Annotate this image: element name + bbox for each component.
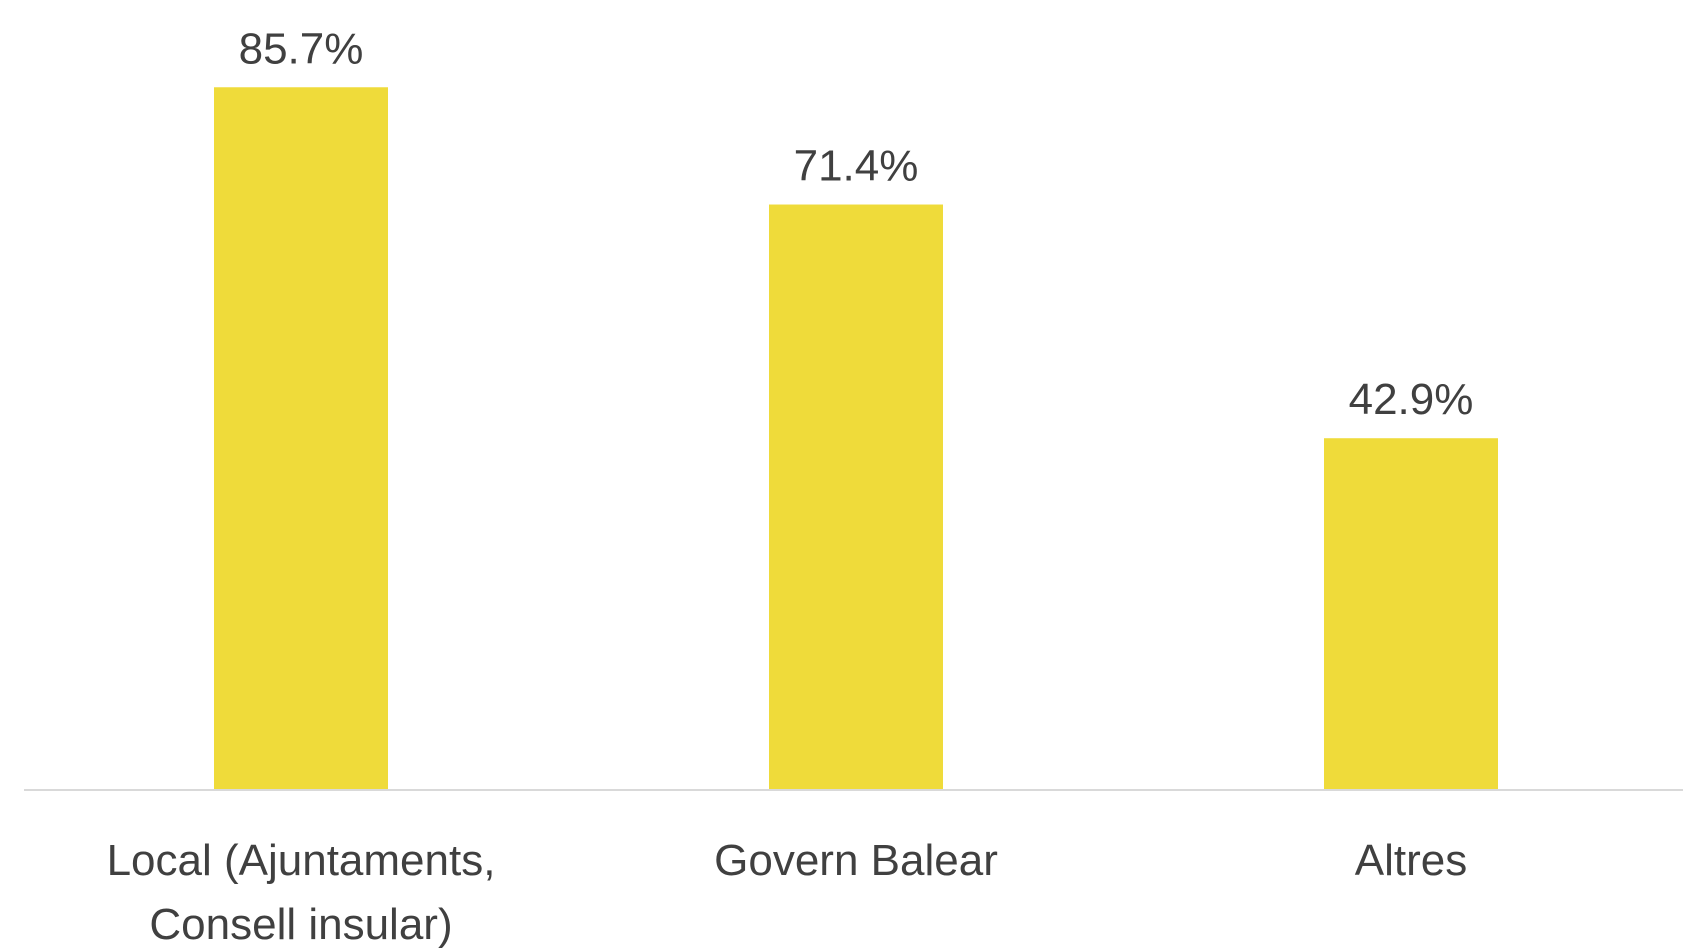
bar-0 (214, 87, 388, 790)
bars-group (214, 87, 1498, 790)
category-label-1: Govern Balear (714, 836, 998, 885)
category-label-2: Altres (1355, 836, 1467, 885)
value-labels-group: 85.7% 71.4% 42.9% (239, 24, 1474, 424)
bar-2 (1324, 438, 1498, 790)
category-label-line: Govern Balear (714, 836, 998, 885)
category-label-line: Altres (1355, 836, 1467, 885)
data-label-0: 85.7% (239, 24, 364, 73)
category-labels-group: Local (Ajuntaments, Consell insular) Gover… (107, 836, 1468, 949)
data-label-1: 71.4% (794, 142, 919, 191)
category-label-0: Local (Ajuntaments, Consell insular) (107, 836, 496, 949)
category-label-line: Consell insular) (149, 900, 452, 949)
bar-1 (769, 204, 943, 790)
category-label-line: Local (Ajuntaments, (107, 836, 496, 885)
data-label-2: 42.9% (1349, 375, 1474, 424)
